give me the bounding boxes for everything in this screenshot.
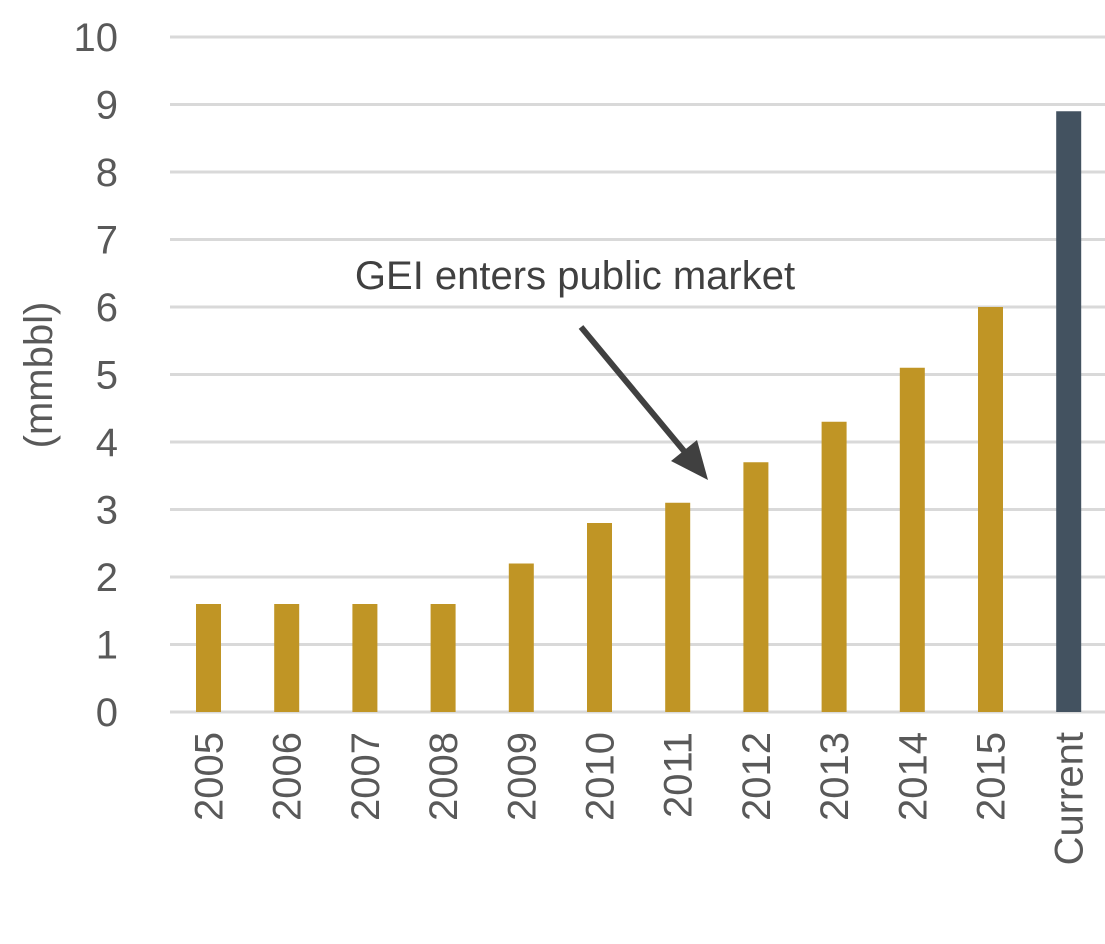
y-tick-label: 1 [96,624,118,668]
y-tick-label: 3 [96,489,118,533]
bar-2009 [508,563,534,712]
x-tick-label: 2013 [813,732,857,821]
x-tick-label: 2015 [970,732,1014,821]
x-axis-ticks: 2005 2006 2007 2008 2009 2010 2011 2012 2013 2014… [188,732,1092,865]
bar-current [1056,111,1082,712]
bar-2010 [587,523,612,712]
y-axis-title: (mmbbl) [17,302,61,449]
y-tick-label: 2 [96,556,118,600]
y-tick-label: 10 [74,16,119,60]
bar-2012 [743,462,769,712]
x-tick-label: 2010 [579,732,623,821]
y-tick-label: 7 [96,219,118,263]
bar-2008 [430,604,456,712]
x-tick-label: 2005 [188,732,232,821]
x-tick-label: 2006 [266,732,310,821]
x-tick-label: 2008 [422,732,466,821]
x-tick-label: 2007 [344,732,388,821]
y-tick-label: 8 [96,151,118,195]
bars [196,111,1082,712]
annotation-arrow-shaft [578,325,687,453]
x-tick-label: 2009 [500,732,544,821]
y-tick-label: 6 [96,286,118,330]
gridlines [170,35,1105,714]
y-tick-label: 5 [96,354,118,398]
bar-2015 [978,307,1003,712]
annotation-label: GEI enters public market [355,254,795,298]
bar-2006 [274,604,300,712]
bar-2007 [352,604,378,712]
x-tick-label: 2011 [657,732,701,818]
y-tick-label: 9 [96,84,118,128]
bar-2011 [665,502,691,712]
annotation-arrow-head [671,440,708,480]
x-tick-label: Current [1048,732,1092,865]
x-tick-label: 2014 [891,732,935,821]
annotation: GEI enters public market [355,254,795,480]
y-tick-label: 4 [96,421,118,465]
bar-2013 [821,421,847,712]
bar-2005 [196,604,221,712]
y-axis-ticks: 0 1 2 3 4 5 6 7 8 9 10 [74,16,119,735]
bar-2014 [899,367,925,712]
x-tick-label: 2012 [735,732,779,821]
y-tick-label: 0 [96,691,118,735]
